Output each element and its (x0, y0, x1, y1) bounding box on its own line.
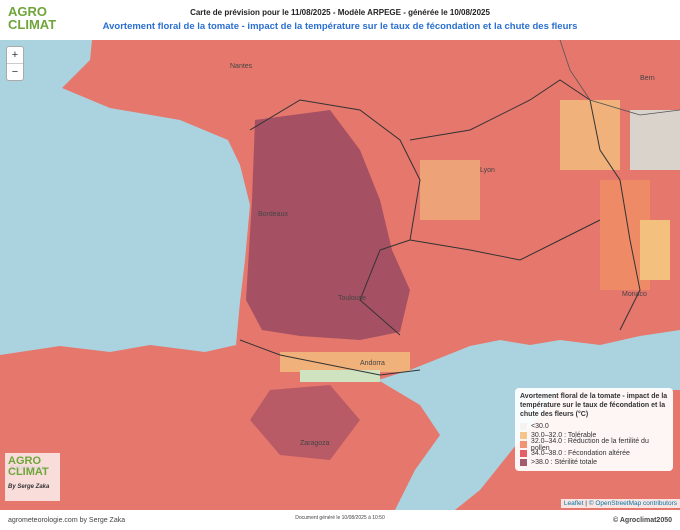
legend-title: Avortement floral de la tomate - impact … (520, 393, 668, 418)
place-label: Andorra (360, 360, 385, 367)
footer: agrometeorologie.com by Serge Zaka Docum… (0, 513, 680, 530)
osm-link[interactable]: © OpenStreetMap contributors (588, 500, 677, 507)
legend-label: 32.0–34.0 : Réduction de la fertilité du… (530, 437, 649, 452)
place-label: Toulouse (338, 295, 366, 302)
legend: Avortement floral de la tomate - impact … (515, 388, 673, 471)
badge-byline: By Serge Zaka (8, 484, 50, 490)
zoom-out[interactable]: − (11, 66, 19, 78)
legend-label: >38.0 : Stérilité totale (531, 459, 597, 466)
badge: AGRO CLIMAT By Serge Zaka (5, 453, 60, 501)
leaflet-link[interactable]: Leaflet (563, 500, 584, 507)
footer-center: Document généré le 10/08/2025 à 10:50 (295, 515, 385, 521)
place-label: Bordeaux (258, 211, 288, 218)
legend-label: 30.0–32.0 : Tolérable (531, 432, 597, 439)
place-label: Nantes (230, 63, 253, 70)
logo-line: CLIMAT (8, 17, 57, 32)
legend-item: >38.0 : Stérilité totale (520, 458, 668, 467)
badge-line: AGRO (8, 455, 41, 467)
legend-label: 34.0–38.0 : Fécondation altérée (531, 450, 630, 457)
legend-label: <30.0 (531, 423, 549, 430)
legend-swatch (520, 459, 527, 466)
place-label: Lyon (480, 167, 495, 174)
place-label: Monaco (622, 291, 647, 298)
zoom-control: + − (6, 46, 24, 81)
header-subtitle: Carte de prévision pour le 11/08/2025 - … (190, 8, 490, 17)
legend-item: 32.0–34.0 : Réduction de la fertilité du… (520, 437, 668, 452)
logo: AGRO CLIMAT (8, 5, 56, 31)
footer-left: agrometeorologie.com by Serge Zaka (8, 517, 126, 524)
header-title: Avortement floral de la tomate - impact … (102, 21, 578, 32)
attribution: Leaflet | © OpenStreetMap contributors (560, 499, 680, 508)
legend-item: 30.0–32.0 : Tolérable (520, 431, 668, 440)
place-label: Zaragoza (300, 440, 330, 447)
legend-swatch (520, 450, 527, 457)
footer-right: © Agroclimat2050 (613, 517, 672, 524)
legend-swatch (520, 423, 527, 430)
zoom-in[interactable]: + (7, 47, 23, 64)
badge-line: CLIMAT (8, 466, 49, 478)
legend-swatch (520, 432, 527, 439)
logo-line: AGRO (8, 4, 47, 19)
place-label: Bern (640, 75, 655, 82)
legend-item: 34.0–38.0 : Fécondation altérée (520, 449, 668, 458)
legend-item: <30.0 (520, 422, 668, 431)
legend-swatch (520, 441, 527, 448)
